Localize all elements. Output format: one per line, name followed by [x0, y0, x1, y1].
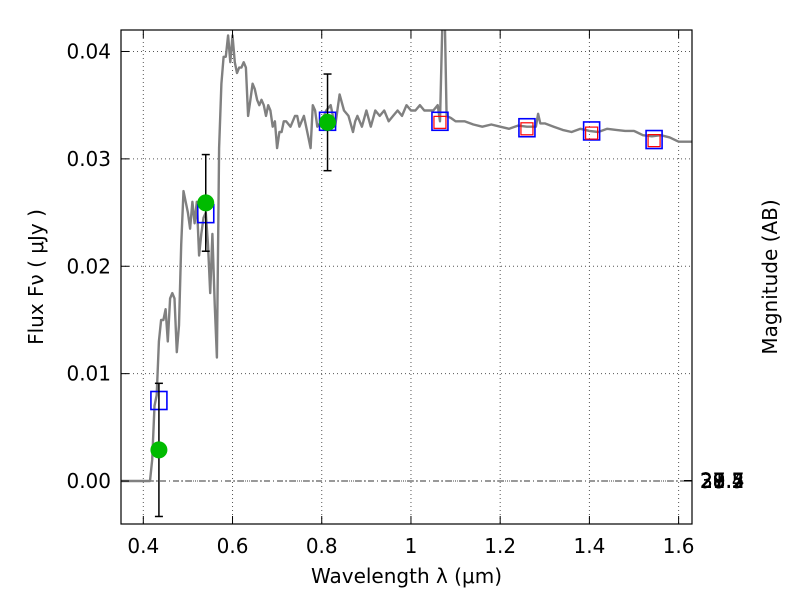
y-axis-label: Flux Fν ( μJy ) — [24, 209, 48, 345]
y-tick-label: 0.02 — [66, 254, 111, 278]
y2-tick-label: 29.5 — [700, 469, 745, 493]
y2-tick-label: 30 — [700, 469, 725, 493]
synthetic-photometry-square — [431, 111, 449, 132]
y2-axis-label: Magnitude (AB) — [758, 199, 782, 354]
x-tick-label: 1.6 — [663, 534, 695, 558]
plot-area — [121, 30, 692, 518]
y-tick-label: 0.04 — [66, 39, 111, 63]
plot-frame — [120, 29, 693, 525]
y-tick-label: 0.01 — [66, 362, 111, 386]
y2-tick-label: 28 — [700, 469, 725, 493]
synthetic-photometry-square — [582, 121, 601, 141]
y-tick-label: 0.00 — [66, 469, 111, 493]
x-tick-label: 1.2 — [484, 534, 516, 558]
x-tick-label: 1.4 — [573, 534, 605, 558]
y2-tick-label: 31 — [700, 469, 725, 493]
observed-photometry-point — [150, 441, 168, 459]
inner-photometry-square — [433, 115, 447, 129]
y2-tick-label: 27.4 — [700, 469, 745, 493]
x-tick-label: 0.6 — [217, 534, 249, 558]
inner-photometry-square — [520, 122, 534, 136]
observed-photometry-point — [197, 194, 215, 212]
observed-photometry-point — [319, 113, 337, 131]
ticks: 0.4 0.6 0.8 1 1.2 1.4 1.6 0.00 0.01 0.02 0.03 0.04 2… — [66, 30, 745, 558]
grid-lines — [121, 30, 692, 524]
x-axis-label: Wavelength λ (μm) — [311, 564, 502, 588]
y2-tick-label: 28.5 — [700, 469, 745, 493]
y2-tick-label: 27.7 — [700, 469, 745, 493]
x-tick-label: 1 — [405, 534, 418, 558]
inner-photometry-square — [647, 134, 661, 148]
model-spectrum-line — [121, 30, 692, 483]
y2-tick-label: 27.5 — [700, 469, 745, 493]
x-tick-label: 0.8 — [306, 534, 338, 558]
synthetic-photometry-square — [518, 117, 536, 138]
x-tick-label: 0.4 — [127, 534, 159, 558]
y2-tick-label: 29 — [700, 469, 725, 493]
y2-tick-label: 28.2 — [700, 469, 745, 493]
synthetic-photometry-square — [645, 129, 663, 150]
inner-photometry-square — [585, 126, 599, 140]
y-tick-label: 0.03 — [66, 147, 111, 171]
